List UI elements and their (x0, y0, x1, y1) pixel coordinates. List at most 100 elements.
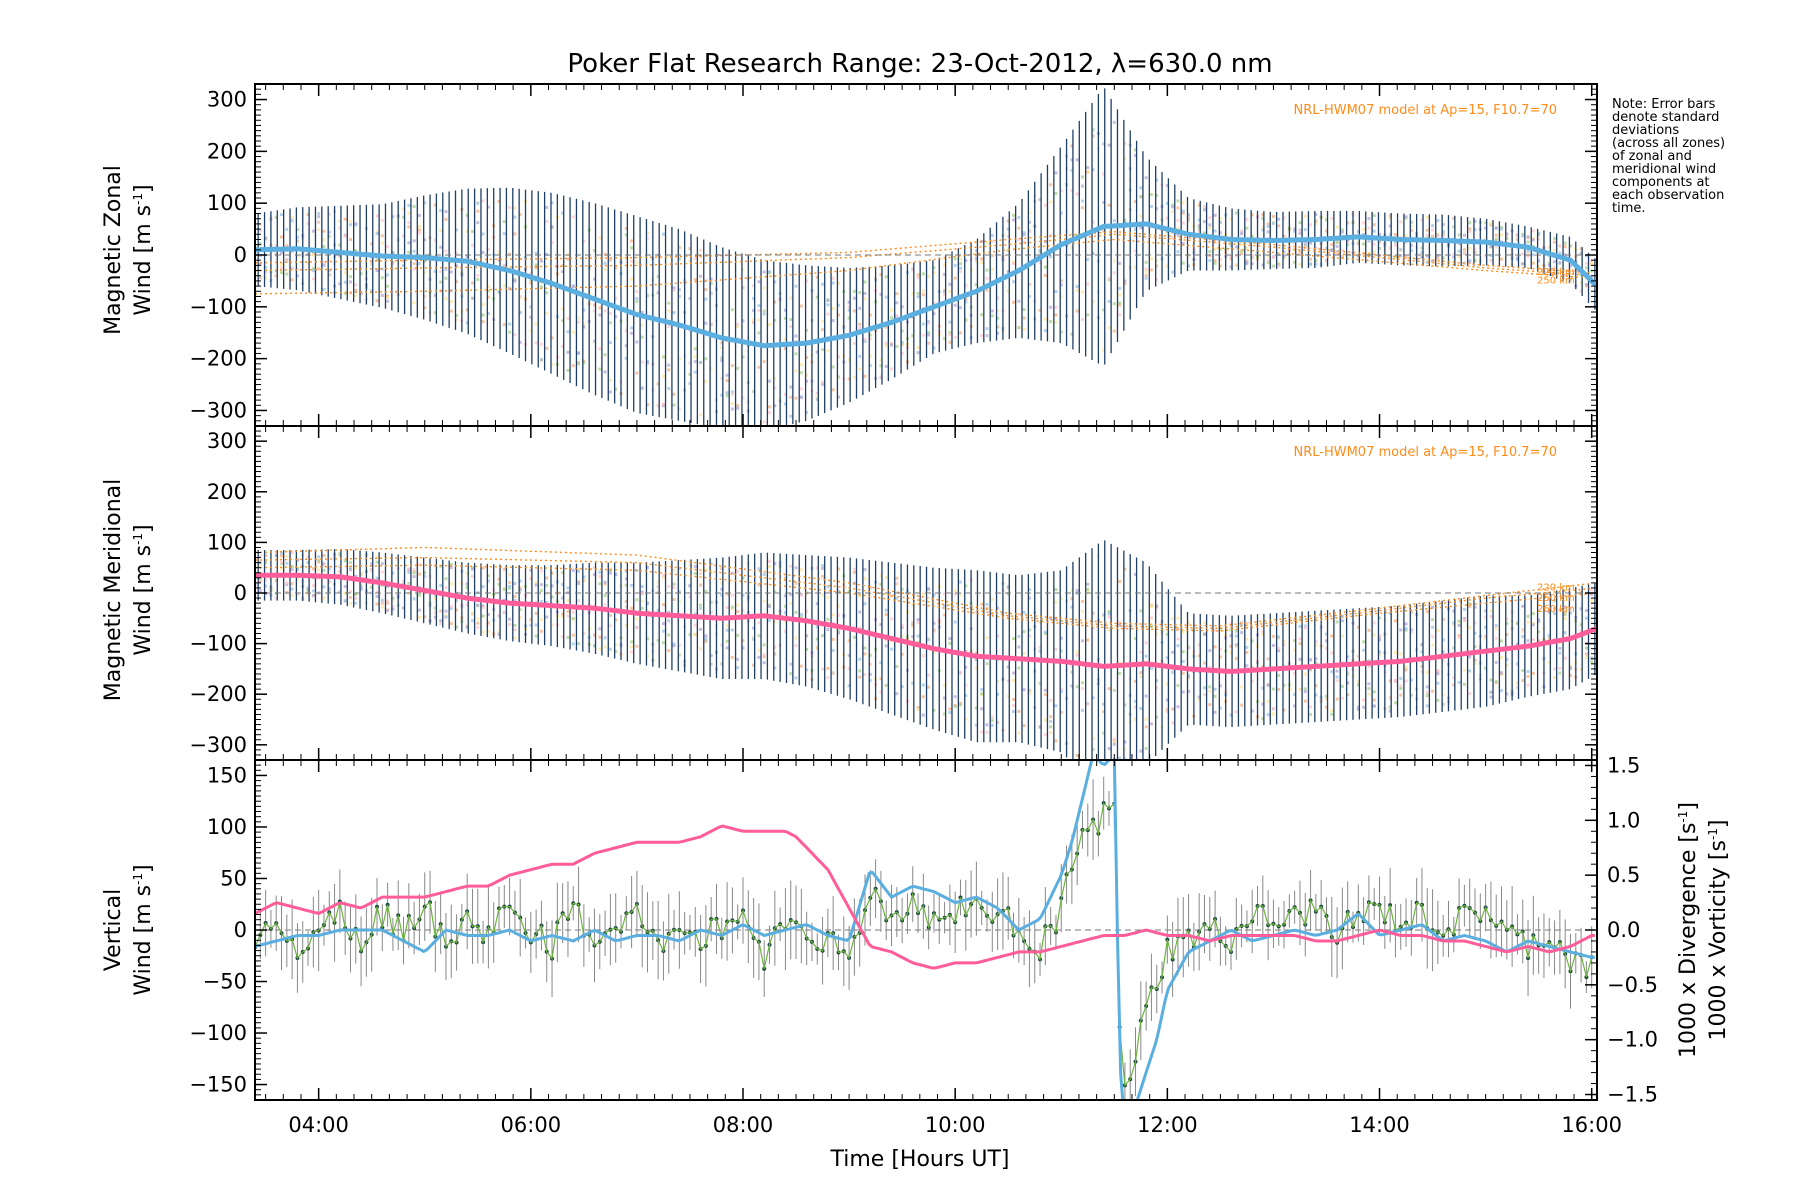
zone-point (1277, 224, 1281, 228)
zone-point (736, 657, 740, 661)
zone-point (630, 246, 634, 250)
zone-point (264, 578, 268, 582)
zone-point (677, 245, 681, 249)
zone-point (1468, 669, 1472, 673)
zone-point (1144, 269, 1148, 273)
zone-point (985, 730, 989, 734)
zone-point (1240, 685, 1244, 689)
zone-point (640, 599, 644, 603)
zone-point (762, 653, 766, 657)
zone-point (317, 215, 321, 219)
zone-point (295, 267, 299, 271)
zone-point (964, 297, 968, 301)
zone-point (380, 267, 384, 271)
zone-point (1441, 223, 1445, 227)
zone-point (449, 606, 453, 610)
zone-point (932, 651, 936, 655)
zone-point (1484, 226, 1488, 230)
zone-point (1181, 261, 1185, 265)
zone-point (402, 207, 406, 211)
zone-point (1335, 251, 1339, 255)
zone-point (1484, 637, 1488, 641)
zone-point (608, 571, 612, 575)
zone-point (280, 554, 284, 558)
zone-point (943, 272, 947, 276)
zone-point (720, 341, 724, 345)
zone-point (348, 280, 352, 284)
zone-point (1484, 634, 1488, 638)
zone-point (1553, 240, 1557, 244)
zone-point (1462, 607, 1466, 611)
zone-point (1043, 718, 1047, 722)
zone-point (439, 228, 443, 232)
zone-point (1086, 587, 1090, 591)
zone-point (1420, 251, 1424, 255)
zone-point (1309, 658, 1313, 662)
zone-point (815, 637, 819, 641)
zone-point (608, 390, 612, 394)
zone-point (1568, 666, 1572, 670)
zone-point (508, 617, 512, 621)
zone-point (1558, 261, 1562, 265)
zone-point (847, 666, 851, 670)
zone-point (1282, 216, 1286, 220)
zone-point (1314, 684, 1318, 688)
zone-point (1261, 630, 1265, 634)
zone-point (1059, 649, 1063, 653)
zone-point (1059, 279, 1063, 283)
zone-point (762, 643, 766, 647)
zone-point (762, 312, 766, 316)
zone-point (545, 583, 549, 587)
zone-point (359, 265, 363, 269)
zone-point (264, 559, 268, 563)
zone-point (561, 307, 565, 311)
zone-point (423, 270, 427, 274)
zone-point (497, 577, 501, 581)
zone-point (794, 581, 798, 585)
y-tick-label: −100 (189, 295, 247, 319)
zone-point (985, 241, 989, 245)
zone-point (1102, 200, 1106, 204)
zone-point (1197, 224, 1201, 228)
zone-point (985, 288, 989, 292)
zone-point (1080, 199, 1084, 203)
zone-point (359, 272, 363, 276)
zone-point (1452, 646, 1456, 650)
x-tick-label: 10:00 (925, 1113, 986, 1137)
zone-point (916, 708, 920, 712)
zone-point (264, 271, 268, 275)
zone-point (465, 321, 469, 325)
zone-point (895, 314, 899, 318)
zone-point (1500, 257, 1504, 261)
zone-point (1568, 664, 1572, 668)
zone-point (1012, 280, 1016, 284)
zone-point (1144, 273, 1148, 277)
zone-point (884, 344, 888, 348)
zone-point (513, 628, 517, 632)
zone-point (720, 393, 724, 397)
zone-point (768, 618, 772, 622)
zone-point (821, 282, 825, 286)
zone-point (677, 357, 681, 361)
zone-point (736, 610, 740, 614)
zone-point (290, 278, 294, 282)
zone-point (550, 363, 554, 367)
zone-point (577, 351, 581, 355)
zone-point (974, 666, 978, 670)
zone-point (1102, 348, 1106, 352)
y-tick-label: 0 (234, 243, 247, 267)
zone-point (306, 588, 310, 592)
zone-point (285, 244, 289, 248)
zone-point (322, 554, 326, 558)
zone-point (614, 296, 618, 300)
zone-point (736, 666, 740, 670)
zone-point (640, 360, 644, 364)
zone-point (513, 206, 517, 210)
zone-point (789, 395, 793, 399)
zone-point (1017, 666, 1021, 670)
zone-point (539, 583, 543, 587)
zone-point (343, 559, 347, 563)
zone-point (974, 283, 978, 287)
zone-point (1012, 262, 1016, 266)
zone-point (1388, 611, 1392, 615)
